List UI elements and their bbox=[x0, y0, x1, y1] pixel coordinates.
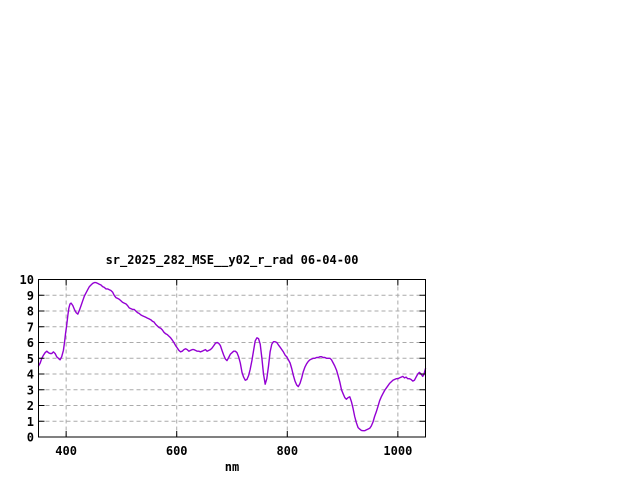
y-tick-label: 7 bbox=[27, 320, 34, 334]
x-tick-label: 400 bbox=[55, 444, 77, 458]
y-tick-label: 9 bbox=[27, 289, 34, 303]
y-tick-label: 1 bbox=[27, 415, 34, 429]
y-tick-label: 0 bbox=[27, 431, 34, 445]
y-tick-label: 3 bbox=[27, 383, 34, 397]
chart-title: sr_2025_282_MSE__y02_r_rad 06-04-00 bbox=[106, 253, 359, 268]
x-tick-label: 800 bbox=[276, 444, 298, 458]
y-tick-label: 2 bbox=[27, 399, 34, 413]
x-tick-label: 600 bbox=[166, 444, 188, 458]
x-axis-label: nm bbox=[225, 460, 239, 474]
y-tick-label: 5 bbox=[27, 352, 34, 366]
x-tick-label: 1000 bbox=[383, 444, 412, 458]
spectrum-curve bbox=[37, 281, 427, 432]
y-tick-label: 10 bbox=[20, 273, 34, 287]
y-tick-label: 6 bbox=[27, 336, 34, 350]
data-line bbox=[37, 281, 427, 432]
y-tick-label: 4 bbox=[27, 368, 34, 382]
grid-lines bbox=[38, 279, 426, 437]
axis-ticks bbox=[38, 279, 426, 438]
y-tick-label: 8 bbox=[27, 305, 34, 319]
